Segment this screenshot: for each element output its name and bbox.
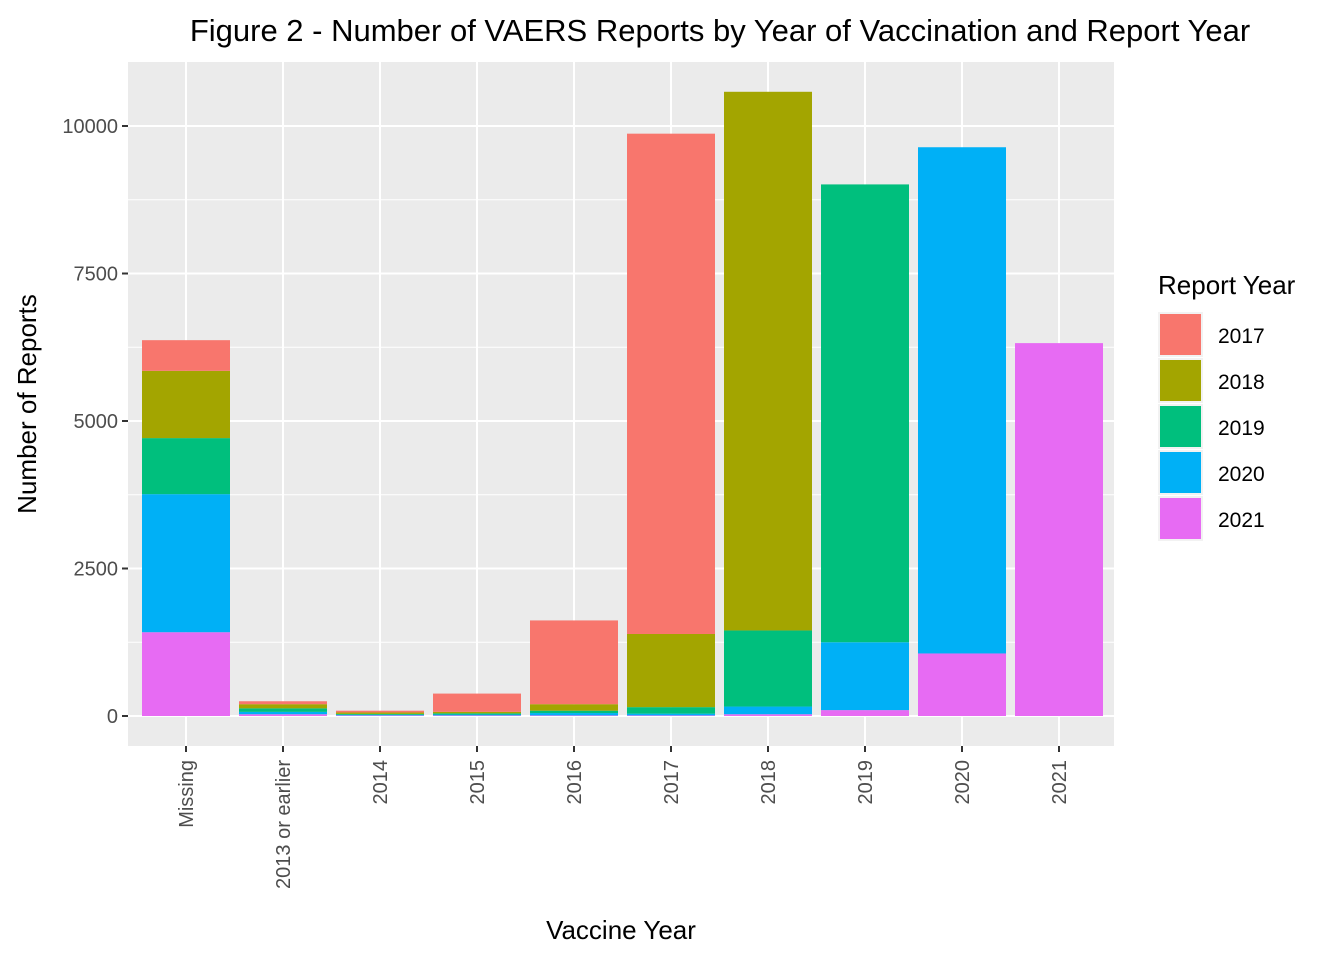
x-axis-title: Vaccine Year <box>546 915 696 945</box>
bar-segment <box>724 714 812 716</box>
bar-segment <box>627 707 715 714</box>
bar-segment <box>142 438 230 495</box>
legend-label: 2021 <box>1218 509 1265 532</box>
bar-segment <box>433 715 521 716</box>
y-tick-label: 0 <box>107 706 118 728</box>
bar-segment <box>239 704 327 709</box>
bar-segment <box>433 711 521 714</box>
x-tick-label: 2014 <box>370 760 392 805</box>
legend-title: Report Year <box>1158 270 1296 300</box>
legend-swatch <box>1160 360 1201 401</box>
bar-segment <box>336 713 424 715</box>
legend-label: 2017 <box>1218 325 1265 348</box>
legend-label: 2018 <box>1218 371 1265 394</box>
bar-segment <box>821 184 909 643</box>
y-axis-title: Number of Reports <box>12 294 42 514</box>
x-tick-label: 2021 <box>1049 760 1071 805</box>
x-tick-label: 2019 <box>855 760 877 805</box>
bars-layer <box>142 91 1103 716</box>
bar-segment <box>627 633 715 708</box>
legend-swatch <box>1160 314 1201 355</box>
y-axis: 0 2500 5000 7500 10000 <box>62 116 128 728</box>
x-tick-label: Missing <box>176 760 198 828</box>
bar-segment <box>336 710 424 713</box>
x-tick-label: 2017 <box>661 760 683 805</box>
bar-segment <box>239 711 327 715</box>
bar-segment <box>142 340 230 371</box>
bar-segment <box>918 147 1006 654</box>
bar-segment <box>627 133 715 634</box>
y-tick-label: 7500 <box>74 264 119 286</box>
bar-segment <box>433 693 521 712</box>
bar-segment <box>1015 343 1103 716</box>
bar-segment <box>336 715 424 716</box>
bar-segment <box>821 710 909 716</box>
legend-label: 2020 <box>1218 463 1265 486</box>
bar-segment <box>336 712 424 714</box>
x-tick-label: 2016 <box>564 760 586 805</box>
bar-segment <box>627 715 715 716</box>
legend-swatch <box>1160 406 1201 447</box>
bar-segment <box>724 706 812 715</box>
y-tick-label: 2500 <box>74 559 119 581</box>
bar-segment <box>724 91 812 631</box>
bar-segment <box>530 620 618 705</box>
legend-swatch <box>1160 498 1201 539</box>
bar-segment <box>239 714 327 716</box>
bar-segment <box>142 494 230 633</box>
bar-segment <box>239 701 327 705</box>
x-tick-label: 2015 <box>467 760 489 805</box>
bar-segment <box>433 713 521 715</box>
bar-segment <box>530 704 618 711</box>
bar-segment <box>530 715 618 716</box>
bar-segment <box>239 708 327 712</box>
y-tick-label: 10000 <box>62 116 118 138</box>
bar-segment <box>821 642 909 711</box>
bar-segment <box>724 630 812 707</box>
legend-swatch <box>1160 452 1201 493</box>
bar-segment <box>918 653 1006 716</box>
x-axis: Missing 2013 or earlier 2014 2015 2016 2017 20… <box>176 746 1071 889</box>
bar-segment <box>142 632 230 716</box>
x-tick-label: 2020 <box>952 760 974 805</box>
bar-segment <box>142 370 230 439</box>
legend-label: 2019 <box>1218 417 1265 440</box>
y-tick-label: 5000 <box>74 411 119 433</box>
bar-segment <box>433 714 521 716</box>
legend: Report Year 2017 2018 2019 2020 2021 <box>1158 270 1296 541</box>
chart-title: Figure 2 - Number of VAERS Reports by Ye… <box>190 13 1250 48</box>
bar-segment <box>627 713 715 716</box>
bar-segment <box>530 713 618 716</box>
x-tick-label: 2018 <box>758 760 780 805</box>
bar-segment <box>336 714 424 716</box>
bar-segment <box>530 710 618 714</box>
x-tick-label: 2013 or earlier <box>273 760 295 889</box>
